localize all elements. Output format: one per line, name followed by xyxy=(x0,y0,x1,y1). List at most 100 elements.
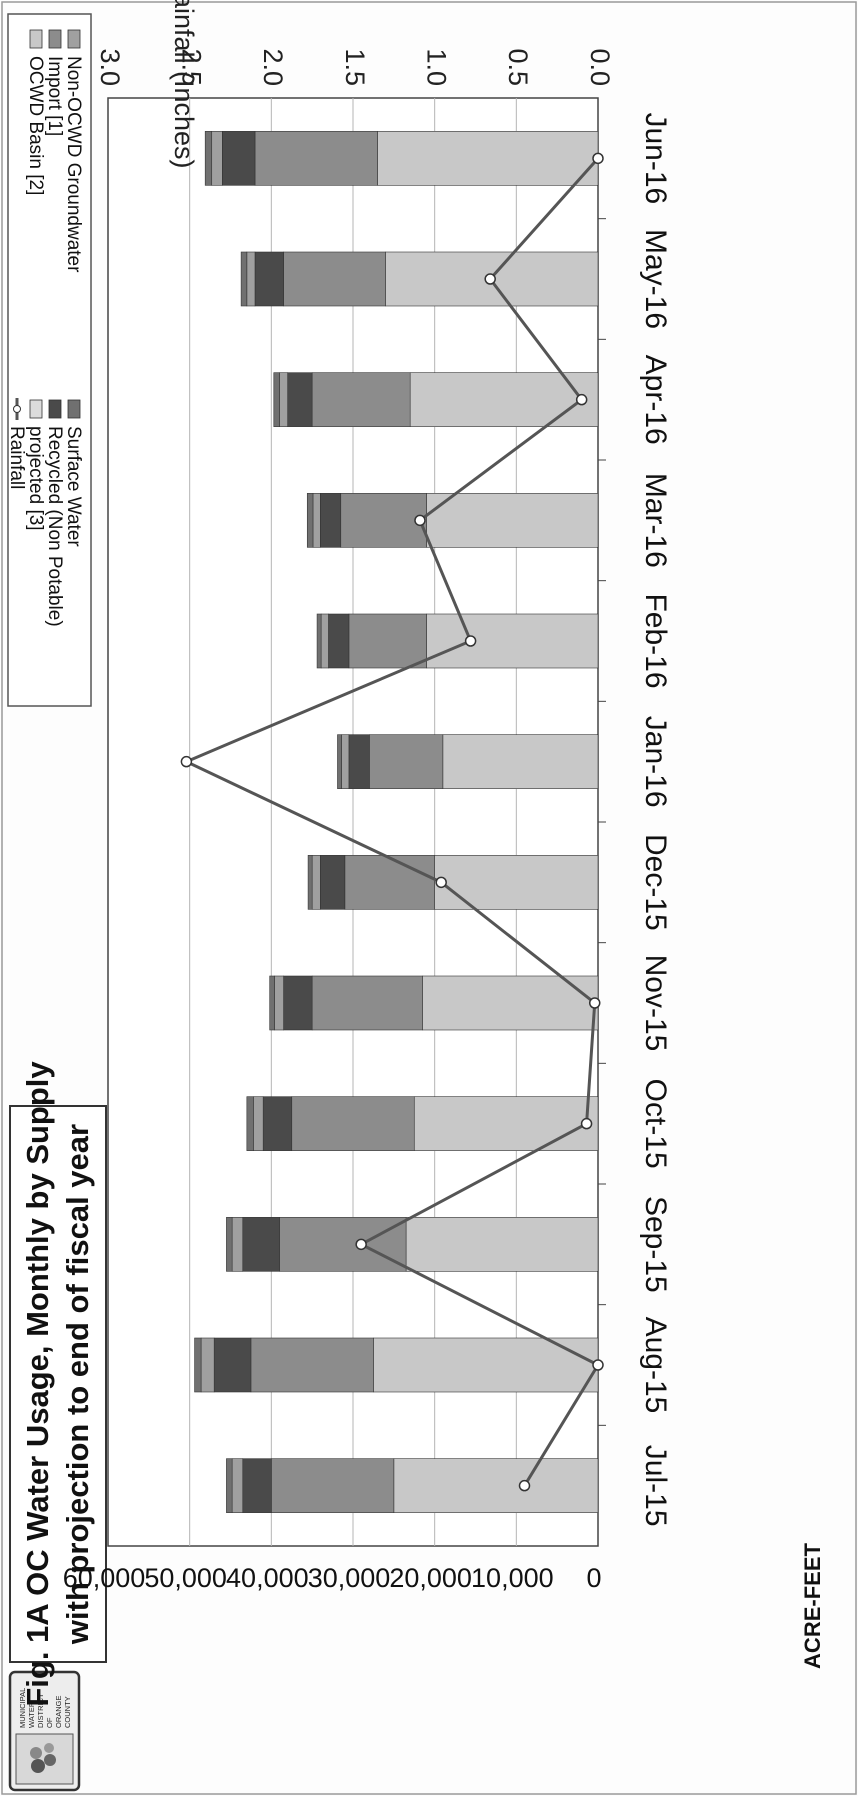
bar-segment xyxy=(262,1096,293,1151)
bar-segment xyxy=(231,1458,244,1513)
bar-segment xyxy=(269,975,275,1031)
bar-segment xyxy=(312,493,321,548)
bar-segment xyxy=(377,131,599,186)
bar-segment xyxy=(291,1096,415,1151)
bar-segment xyxy=(211,131,223,186)
legend-label: OCWD Basin [2] xyxy=(25,56,46,195)
bar-segment xyxy=(226,1458,233,1513)
legend-label: Import [1] xyxy=(44,56,65,136)
x-axis: Jul-15 Aug-15 Sep-15 Oct-15 Nov-15 Dec-15 Jan-… xyxy=(598,112,672,1527)
bar-segment xyxy=(405,1217,599,1272)
bar-segment xyxy=(242,1458,272,1513)
y-tick-label: 60,000 xyxy=(63,1563,146,1593)
x-tick-label: Jan-16 xyxy=(639,716,672,808)
bar-segment xyxy=(222,131,256,186)
legend-swatch xyxy=(29,399,43,419)
mwdoc-logo: MUNICIPAL WATER DISTRICT OF ORANGE COUNT… xyxy=(8,1670,81,1792)
logo-text-2: WATER xyxy=(27,1701,36,1728)
bar-segment xyxy=(340,493,427,548)
legend-entry: Surface Water xyxy=(63,399,84,547)
bar-segment xyxy=(413,1096,599,1151)
bar-segment xyxy=(426,493,599,548)
bar-segment xyxy=(434,855,599,910)
legend-swatch xyxy=(67,399,81,419)
y2-tick-label: 1.0 xyxy=(422,48,452,86)
x-tick-label: Mar-16 xyxy=(639,473,672,568)
logo-text-5: ORANGE xyxy=(54,1695,63,1728)
bar-segment xyxy=(279,372,288,427)
legend-swatch xyxy=(29,29,43,49)
x-tick-label: Feb-16 xyxy=(639,593,672,688)
rainfall-point xyxy=(484,273,496,285)
bar-segment xyxy=(274,975,284,1031)
x-tick-label: Dec-15 xyxy=(639,834,672,931)
bar-segment xyxy=(271,1458,395,1513)
bar-segment xyxy=(311,855,321,910)
x-tick-label: Jun-16 xyxy=(639,112,672,204)
bar-segment xyxy=(307,855,313,910)
bar-segment xyxy=(311,372,411,427)
rainfall-point xyxy=(592,152,604,165)
legend-entry: Import [1] xyxy=(44,29,65,136)
y2-tick-label: 2.5 xyxy=(177,48,207,86)
bar-segment xyxy=(306,493,314,548)
y2-tick-label: 3.0 xyxy=(95,48,125,86)
rainfall-point xyxy=(435,876,447,889)
legend-entry: Non-OCWD Groundwater xyxy=(63,29,84,273)
legend-entry: projected [3] xyxy=(25,399,46,531)
rainfall-point xyxy=(575,393,588,406)
x-tick-label: Aug-15 xyxy=(639,1317,672,1414)
x-tick-label: May-16 xyxy=(639,229,672,329)
bar-segment xyxy=(348,613,427,669)
rainfall-point xyxy=(414,514,426,527)
bar-segment xyxy=(409,372,599,427)
bar-segment xyxy=(254,251,284,307)
bar-segment xyxy=(279,1217,407,1272)
bar-segment xyxy=(240,251,248,307)
legend-label: Non-OCWD Groundwater xyxy=(63,56,84,273)
bar-segment xyxy=(246,1096,254,1151)
y-tick-label: 50,000 xyxy=(144,1563,227,1593)
bar-segment xyxy=(328,613,350,669)
rainfall-point xyxy=(180,755,193,768)
y2-tick-label: 0.5 xyxy=(503,48,533,86)
rainfall-point xyxy=(355,1238,367,1251)
rainfall-point xyxy=(464,635,477,647)
y-tick-label: 30,000 xyxy=(308,1563,391,1593)
x-tick-label: Sep-15 xyxy=(639,1196,672,1293)
y-axis-right: 0.0 0.5 1.0 1.5 2.0 2.5 3.0 xyxy=(95,48,615,86)
title-box: Fig. 1A OC Water Usage, Monthly by Suppl… xyxy=(9,1061,107,1707)
bar-segment xyxy=(348,734,370,789)
bar-segment xyxy=(250,1337,374,1393)
logo-text-4: OF xyxy=(45,1717,54,1728)
gridlines xyxy=(189,98,517,1546)
x-tick-label: Apr-16 xyxy=(639,355,672,445)
y-tick-label: 0 xyxy=(586,1563,601,1593)
legend-swatch xyxy=(67,29,81,49)
bar-segment xyxy=(426,613,599,669)
bar-segment xyxy=(254,131,378,186)
bar-segment xyxy=(273,372,280,427)
logo-text-3: DISTRICT xyxy=(36,1693,45,1728)
bar-segment xyxy=(204,131,213,186)
y-tick-label: 20,000 xyxy=(389,1563,472,1593)
bar-segment xyxy=(369,734,444,789)
bar-segment xyxy=(316,613,322,669)
legend-point-swatch xyxy=(13,405,21,413)
logo-text-1: MUNICIPAL xyxy=(18,1688,27,1728)
bar-segment xyxy=(341,734,350,789)
bar-segment xyxy=(320,855,346,910)
bar-segment xyxy=(283,251,386,307)
legend-entry: Rainfall xyxy=(6,398,27,489)
legend-label: projected [3] xyxy=(25,426,46,531)
bar-segment xyxy=(344,855,435,910)
bar-segment xyxy=(287,372,313,427)
rainfall-point xyxy=(580,1117,593,1130)
bar-segment xyxy=(242,1217,280,1272)
